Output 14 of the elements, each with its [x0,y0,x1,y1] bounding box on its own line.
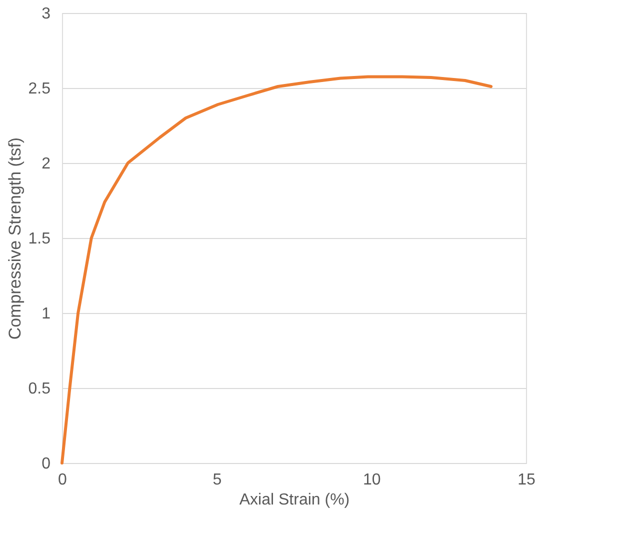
x-tick-label: 15 [518,472,536,488]
y-tick-label: 2.5 [28,80,51,98]
x-axis-title: Axial Strain (%) [239,492,350,508]
x-tick-label: 10 [362,472,381,488]
y-tick-label: 0 [42,456,51,472]
x-tick-label: 5 [212,472,222,488]
y-tick-label: 2 [42,156,51,172]
y-tick-label: 0.5 [28,380,51,398]
y-axis-title: Compressive Strength (tsf) [5,137,24,340]
y-tick-label: 1.5 [28,230,51,248]
x-tick-label: 0 [58,472,68,488]
y-tick-label: 3 [42,6,51,22]
y-tick-label: 1 [42,306,51,322]
line-series [60,75,493,464]
